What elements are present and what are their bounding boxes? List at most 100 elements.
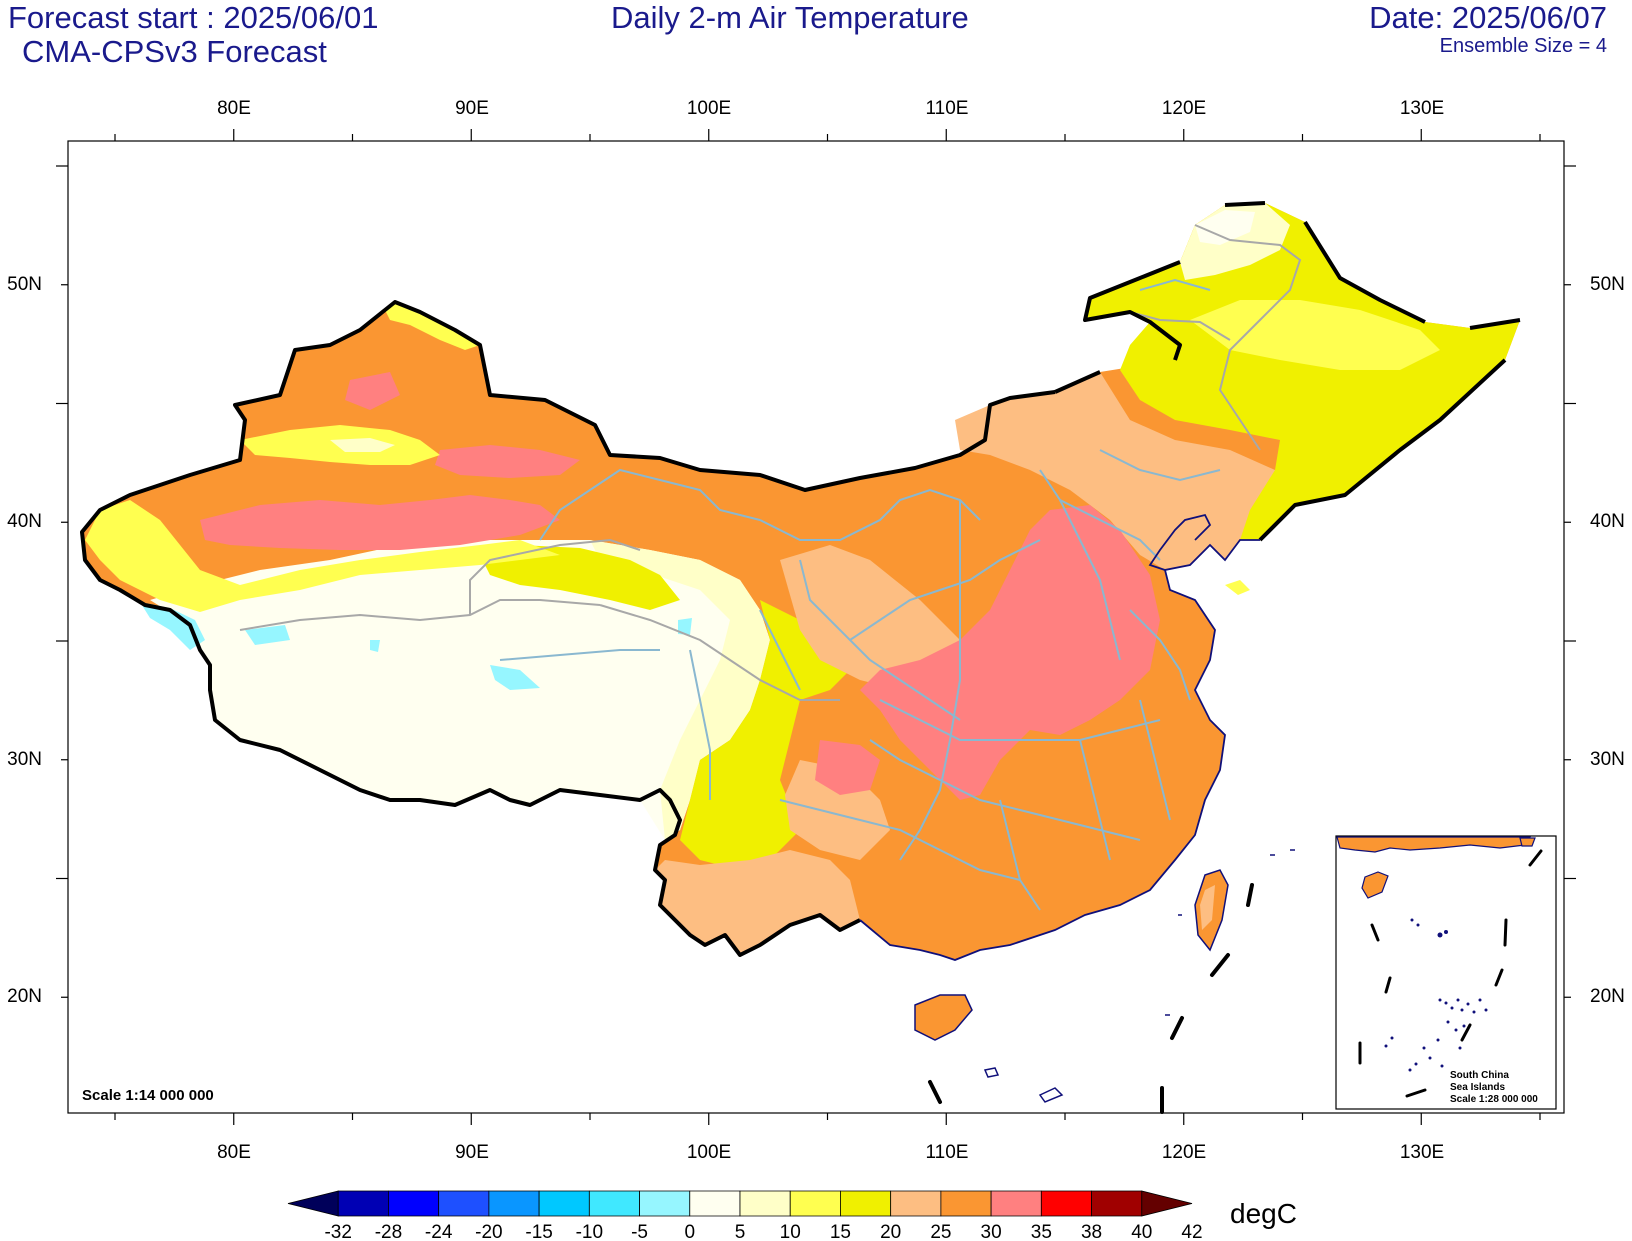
colorbar-tick-label: -5 bbox=[631, 1222, 648, 1241]
colorbar-swatch bbox=[488, 1190, 540, 1217]
province-boundaries-blue bbox=[499, 278, 1221, 911]
sichuan-hot-spot bbox=[815, 740, 880, 795]
taiwan-light-area bbox=[1200, 885, 1215, 930]
model-label: CMA-CPSv3 Forecast bbox=[22, 34, 327, 69]
nine-dash-line bbox=[928, 883, 1254, 1114]
junggar-hot-core bbox=[345, 372, 400, 410]
lon-label-top-110: 110E bbox=[926, 98, 969, 119]
colorbar-tick-label: 10 bbox=[780, 1222, 801, 1241]
colorbar-tick-label: -10 bbox=[576, 1222, 603, 1241]
shandong-yellow bbox=[1225, 580, 1250, 595]
lon-label-top-90: 90E bbox=[455, 98, 489, 119]
sichuan-yellow-band bbox=[680, 600, 855, 870]
colorbar-swatch bbox=[438, 1190, 490, 1217]
map-scale-label: Scale 1:14 000 000 bbox=[82, 1087, 214, 1104]
map-frame bbox=[67, 140, 1565, 1114]
lat-label-right-30: 30N bbox=[1590, 749, 1625, 770]
tibet-lake-cold-spot bbox=[490, 665, 540, 690]
pamir-cold-spot bbox=[140, 602, 205, 650]
tibet-small-cold-spot bbox=[370, 640, 380, 652]
north-china-plain-hot bbox=[860, 505, 1160, 800]
colorbar-tick-label: 35 bbox=[1031, 1222, 1052, 1241]
lat-label-right-20: 20N bbox=[1590, 986, 1625, 1007]
colorbar-tick-label: 0 bbox=[684, 1222, 695, 1241]
lat-label-left-20: 20N bbox=[7, 986, 42, 1007]
map-title: Daily 2-m Air Temperature bbox=[611, 0, 969, 35]
forecast-start-label: Forecast start : 2025/06/01 bbox=[8, 0, 379, 35]
colorbar-tick-label: 30 bbox=[981, 1222, 1002, 1241]
inset-label-line3: Scale 1:28 000 000 bbox=[1450, 1094, 1538, 1105]
colorbar-tick-label: -24 bbox=[425, 1222, 453, 1241]
valid-date-label: Date: 2025/06/07 bbox=[1369, 0, 1607, 35]
colorbar-tick-label: 40 bbox=[1131, 1222, 1152, 1241]
latitude-ticks bbox=[56, 165, 1576, 998]
south-china-sea-inset: South China Sea Islands Scale 1:28 000 0… bbox=[1335, 835, 1557, 1110]
tibet-plateau-fill bbox=[150, 540, 770, 840]
colorbar-swatch bbox=[588, 1190, 640, 1217]
kunlun-cold-spot bbox=[245, 625, 290, 645]
colorbar-swatch bbox=[840, 1190, 892, 1217]
loess-light-orange bbox=[780, 545, 960, 690]
turpan-hot-core bbox=[435, 445, 580, 478]
colorbar-tick-label: -32 bbox=[324, 1222, 351, 1241]
bohai-coast bbox=[1148, 513, 1212, 571]
qaidam-yellow-band bbox=[480, 545, 680, 610]
lon-label-top-100: 100E bbox=[687, 98, 731, 119]
north-light-orange bbox=[955, 372, 1280, 570]
colorbar-swatch bbox=[689, 1190, 741, 1217]
northeast-border-segment bbox=[1054, 370, 1101, 394]
colorbar-tick-label: 38 bbox=[1081, 1222, 1102, 1241]
colorbar-tick-label: 5 bbox=[735, 1222, 746, 1241]
colorbar-swatch bbox=[1040, 1190, 1092, 1217]
lon-label-bottom-90: 90E bbox=[455, 1142, 489, 1163]
tarim-south-edge bbox=[85, 500, 560, 612]
greater-khingan-coolest bbox=[1195, 210, 1255, 245]
colorbar-tick-label: -20 bbox=[475, 1222, 502, 1241]
inset-nine-dash-line bbox=[1358, 849, 1543, 1098]
colorbar-tick-label: -28 bbox=[375, 1222, 402, 1241]
colorbar-tick-label: 42 bbox=[1181, 1222, 1202, 1241]
lat-label-left-30: 30N bbox=[7, 749, 42, 770]
lat-label-left-50: 50N bbox=[7, 274, 42, 295]
colorbar-swatch bbox=[1091, 1190, 1143, 1217]
colorbar-swatch bbox=[388, 1190, 440, 1217]
inset-taiwan bbox=[1519, 837, 1536, 847]
lat-label-right-50: 50N bbox=[1590, 274, 1625, 295]
province-boundaries bbox=[239, 224, 1302, 701]
lon-label-top-130: 130E bbox=[1400, 98, 1444, 119]
tianshan-cool-core bbox=[330, 438, 395, 452]
colorbar-swatch bbox=[990, 1190, 1042, 1217]
colorbar-swatch bbox=[1141, 1190, 1193, 1217]
colorbar-tick-label: -15 bbox=[525, 1222, 552, 1241]
scattered-islands bbox=[983, 849, 1295, 1103]
lat-label-right-40: 40N bbox=[1590, 511, 1625, 532]
northeast-yellow bbox=[1085, 203, 1520, 540]
altai-cool-edge bbox=[385, 302, 480, 350]
colorbar-tick-label: 15 bbox=[830, 1222, 851, 1241]
lat-label-left-40: 40N bbox=[7, 511, 42, 532]
colorbar-swatch bbox=[940, 1190, 992, 1217]
lon-label-bottom-130: 130E bbox=[1400, 1142, 1444, 1163]
colorbar-swatch bbox=[890, 1190, 942, 1217]
tibet-warm-band bbox=[590, 540, 770, 840]
lon-label-top-80: 80E bbox=[217, 98, 251, 119]
colorbar-swatch bbox=[739, 1190, 791, 1217]
national-border bbox=[80, 201, 1521, 957]
lon-label-top-120: 120E bbox=[1162, 98, 1206, 119]
northeast-bright-yellow bbox=[1190, 300, 1440, 370]
colorbar-unit-label: degC bbox=[1230, 1198, 1297, 1229]
colorbar-swatch bbox=[789, 1190, 841, 1217]
hainan-island bbox=[914, 994, 973, 1041]
lon-label-bottom-110: 110E bbox=[926, 1142, 969, 1163]
qilian-cold-spot bbox=[678, 618, 692, 635]
colorbar-swatch bbox=[287, 1190, 339, 1217]
colorbar-tick-label: 25 bbox=[930, 1222, 951, 1241]
inset-label-line1: South China bbox=[1450, 1070, 1509, 1081]
ensemble-size-label: Ensemble Size = 4 bbox=[1439, 35, 1607, 57]
longitude-ticks bbox=[114, 129, 1541, 1125]
yunnan-light-orange bbox=[655, 850, 860, 955]
colorbar-swatch bbox=[538, 1190, 590, 1217]
inset-island-clusters bbox=[1384, 918, 1488, 1072]
colorbar-tick-label: 20 bbox=[880, 1222, 901, 1241]
